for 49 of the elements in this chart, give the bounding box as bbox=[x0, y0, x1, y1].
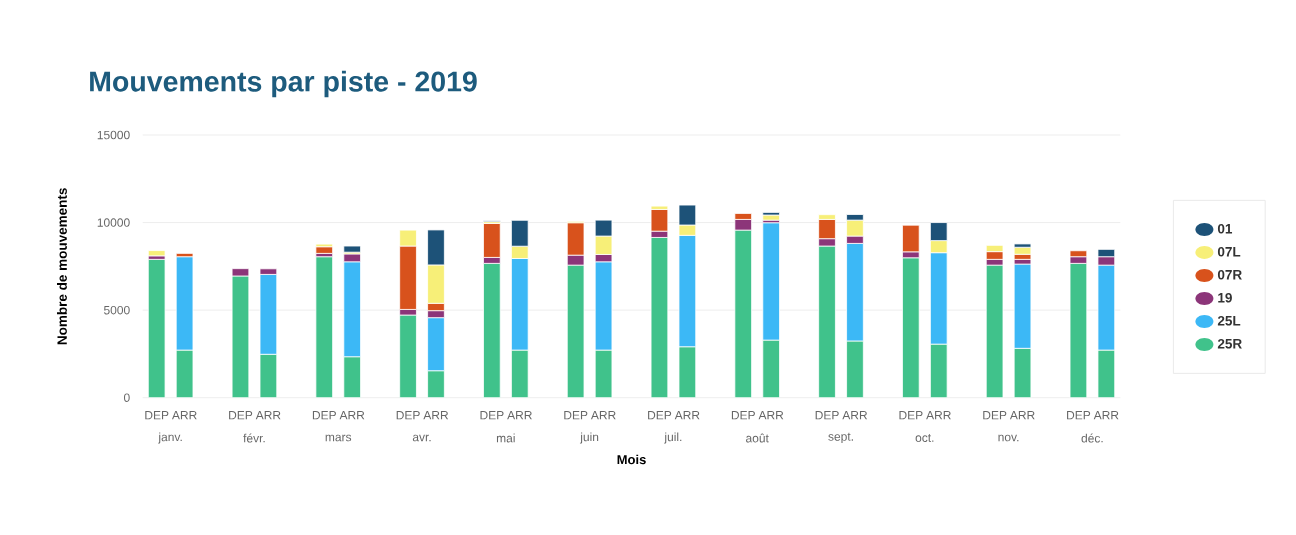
legend-label: 25R bbox=[1217, 338, 1242, 349]
text: juil. bbox=[664, 432, 682, 444]
x-tick-label: DEP bbox=[731, 411, 755, 420]
text: nov. bbox=[998, 434, 1019, 442]
text: mars bbox=[325, 434, 352, 442]
x-tick-label: DEP bbox=[899, 411, 923, 420]
x-tick-label: ARR bbox=[926, 411, 951, 420]
legend-label: 07R bbox=[1217, 269, 1242, 280]
x-tick-label: ARR bbox=[423, 411, 449, 420]
legend-label: 25L bbox=[1217, 315, 1241, 326]
y-axis-title: Nombre de mouvements bbox=[57, 188, 67, 345]
x-tick-label: DEP bbox=[564, 411, 588, 420]
text: mai bbox=[496, 433, 515, 443]
x-tick-label: DEP bbox=[1067, 411, 1091, 420]
x-tick-label: DEP bbox=[145, 411, 169, 420]
text: avr. bbox=[412, 434, 431, 442]
text: déc. bbox=[1081, 433, 1103, 443]
text: févr. bbox=[243, 433, 265, 443]
x-tick-label: DEP bbox=[312, 411, 336, 420]
text: oct. bbox=[915, 434, 934, 442]
text: sept. bbox=[828, 432, 853, 444]
x-tick-label: DEP bbox=[648, 411, 672, 420]
x-tick-label: ARR bbox=[171, 411, 197, 420]
x-tick-label: DEP bbox=[815, 411, 839, 420]
x-tick-label: ARR bbox=[674, 411, 700, 420]
x-tick-label: ARR bbox=[1093, 411, 1119, 420]
legend-label: 07L bbox=[1217, 246, 1241, 257]
x-tick-label: ARR bbox=[758, 411, 784, 420]
x-tick-label: ARR bbox=[507, 411, 532, 420]
y-tick-label: 15000 bbox=[97, 130, 130, 140]
x-axis-title: Mois bbox=[617, 454, 646, 465]
legend-label: 01 bbox=[1217, 223, 1233, 234]
x-tick-label: ARR bbox=[339, 411, 365, 420]
x-tick-label: DEP bbox=[983, 411, 1007, 420]
x-tick-label: DEP bbox=[480, 411, 504, 420]
x-tick-label: ARR bbox=[1009, 411, 1035, 420]
x-tick-label: ARR bbox=[255, 411, 281, 420]
x-tick-label: DEP bbox=[396, 411, 420, 420]
y-tick-label: 10000 bbox=[97, 218, 130, 227]
legend-label: 19 bbox=[1218, 292, 1232, 303]
x-tick-label: ARR bbox=[590, 411, 616, 420]
text: janv. bbox=[158, 432, 182, 444]
y-tick-label: 0 bbox=[123, 393, 130, 402]
y-tick-label: 5000 bbox=[103, 305, 130, 315]
chart-title: Mouvements par piste - 2019 bbox=[90, 70, 477, 98]
x-tick-label: DEP bbox=[229, 411, 253, 420]
x-tick-label: ARR bbox=[842, 411, 868, 420]
text: juin bbox=[579, 432, 599, 444]
text: août bbox=[746, 433, 769, 443]
